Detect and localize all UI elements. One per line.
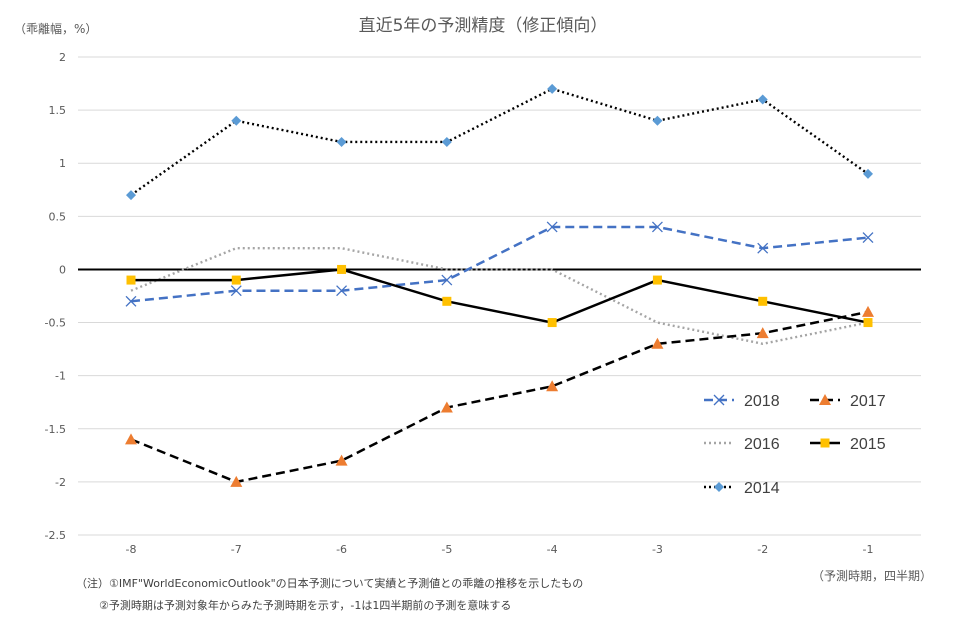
x-marker [862, 232, 874, 244]
y-tick-label: -1.5 [45, 423, 66, 436]
series-2017-line [130, 310, 869, 484]
y-tick-label: 2 [59, 51, 66, 64]
triangle-marker [862, 305, 874, 317]
triangle-marker [819, 394, 831, 405]
triangle-marker [335, 454, 348, 466]
square-marker [126, 275, 136, 285]
x-marker [336, 285, 348, 297]
x-tick-label: -3 [652, 543, 663, 556]
series-2018 [125, 221, 874, 307]
series-2016-line [130, 246, 869, 346]
x-tick-label: -6 [336, 543, 347, 556]
footnote-2: ②予測時期は予測対象年からみた予測時期を示す，-1は1四半期前の予測を意味する [99, 598, 511, 612]
x-tick-label: -1 [863, 543, 874, 556]
series-2015-line [131, 268, 869, 324]
legend-label: 2017 [850, 393, 886, 410]
series-group [125, 83, 874, 487]
square-marker [231, 275, 241, 285]
x-marker [230, 285, 242, 297]
series-2014-line [130, 87, 869, 197]
diamond-marker [126, 190, 136, 201]
y-tick-label: -1 [55, 370, 66, 383]
triangle-marker [125, 433, 137, 445]
legend-item-2017: 2017 [810, 393, 886, 410]
diamond-marker [231, 115, 242, 126]
x-marker-stroke [441, 274, 453, 286]
diamond-marker [547, 83, 558, 94]
diamond-marker [652, 115, 663, 126]
x-marker-stroke [230, 285, 242, 297]
legend-item-2014: 2014 [704, 480, 780, 497]
legend-label: 2014 [744, 480, 780, 497]
square-marker [442, 296, 452, 306]
x-marker-stroke [336, 285, 348, 297]
triangle-marker [440, 401, 453, 413]
x-axis-ticks: -8 -7 -6 -5 -4 -3 -2 -1 [126, 543, 874, 556]
square-marker [820, 438, 830, 448]
y-tick-label: -0.5 [45, 317, 66, 330]
legend-item-2018: 2018 [704, 393, 780, 410]
square-marker [863, 318, 873, 328]
y-tick-label: -2 [55, 476, 66, 489]
x-tick-label: -2 [757, 543, 768, 556]
x-marker-stroke [862, 232, 874, 244]
x-tick-label: -8 [126, 543, 137, 556]
legend: 2018 2017 2016 2015 2014 [704, 393, 886, 497]
series-2015 [126, 264, 873, 328]
x-marker [546, 221, 558, 233]
footnote-1: （注）①IMF"WorldEconomicOutlook"の日本予測について実績… [76, 576, 583, 590]
x-tick-label: -7 [231, 543, 242, 556]
y-tick-label: 1.5 [49, 104, 67, 117]
chart-title: 直近5年の予測精度（修正傾向） [359, 16, 608, 36]
x-marker [713, 394, 725, 406]
y-axis-ticks: 2 1.5 1 0.5 0 -0.5 -1 -1.5 -2 -2.5 [45, 51, 66, 542]
series-2018-line [130, 225, 869, 303]
series-2016 [130, 246, 869, 346]
y-axis-label: （乖離幅，%） [14, 21, 97, 36]
y-tick-label: -2.5 [45, 529, 66, 542]
series-2014 [126, 83, 873, 201]
diamond-marker [714, 482, 724, 492]
y-tick-label: 0.5 [49, 210, 67, 223]
x-marker-stroke [125, 295, 137, 307]
x-marker-stroke [713, 394, 725, 406]
gridlines [78, 56, 921, 536]
x-marker [651, 221, 663, 233]
legend-label: 2018 [744, 393, 780, 410]
legend-label: 2016 [744, 436, 780, 453]
x-marker [441, 274, 453, 286]
legend-label: 2015 [850, 436, 886, 453]
square-marker [337, 264, 347, 274]
x-tick-label: -5 [441, 543, 452, 556]
triangle-marker [546, 380, 559, 392]
diamond-marker [757, 94, 768, 105]
x-marker [757, 242, 769, 254]
diamond-marker [441, 136, 452, 147]
x-marker-stroke [757, 242, 769, 254]
series-2017 [125, 305, 874, 487]
y-tick-label: 0 [59, 263, 66, 276]
legend-item-2016: 2016 [704, 436, 780, 453]
triangle-marker [230, 475, 243, 487]
square-marker [547, 318, 557, 328]
square-marker [758, 296, 768, 306]
x-axis-label: （予測時期，四半期） [812, 569, 932, 583]
diamond-marker [863, 168, 873, 179]
triangle-marker [756, 327, 769, 339]
x-marker [125, 295, 137, 307]
triangle-marker [651, 337, 664, 349]
square-marker [652, 275, 662, 285]
x-marker-stroke [546, 221, 558, 233]
diamond-marker [336, 136, 347, 147]
y-tick-label: 1 [59, 157, 66, 170]
legend-item-2015: 2015 [810, 436, 886, 453]
x-marker-stroke [651, 221, 663, 233]
x-tick-label: -4 [547, 543, 558, 556]
